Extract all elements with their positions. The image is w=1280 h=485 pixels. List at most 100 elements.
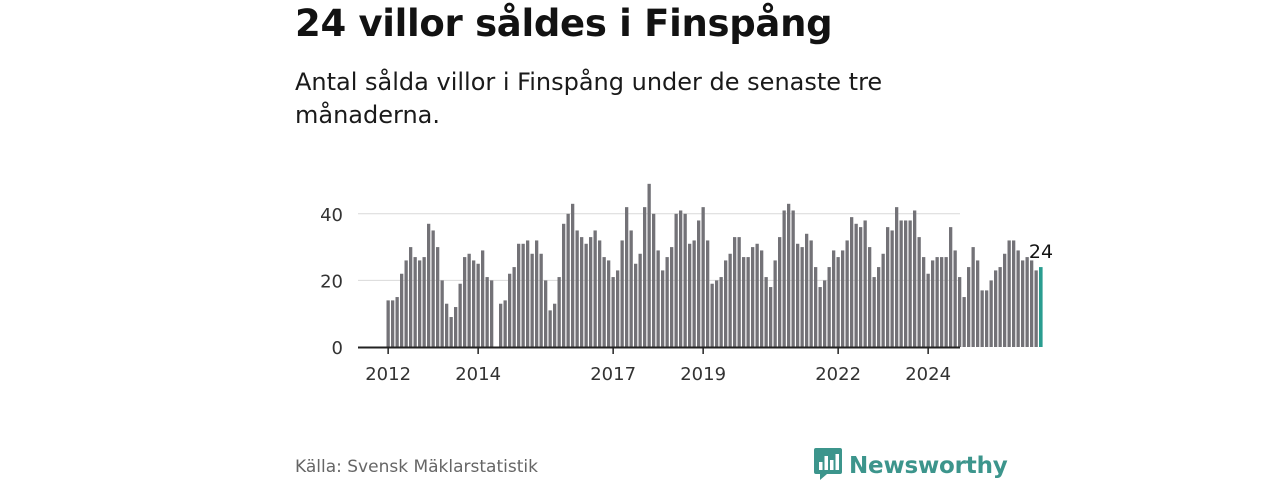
bar — [818, 287, 822, 347]
bar — [809, 240, 813, 347]
bar — [490, 280, 494, 347]
x-tick-label: 2019 — [680, 364, 726, 385]
bar — [616, 270, 620, 347]
bar — [1030, 260, 1034, 347]
bar — [620, 240, 624, 347]
bar — [940, 257, 944, 347]
bar — [598, 240, 602, 347]
bar — [769, 287, 773, 347]
bar — [467, 253, 471, 347]
bar — [449, 317, 453, 347]
bar — [953, 250, 957, 347]
bar — [931, 260, 935, 347]
bar — [661, 270, 665, 347]
bar — [827, 267, 831, 347]
bar-highlight — [1039, 267, 1043, 347]
bar — [764, 277, 768, 347]
bar — [751, 247, 755, 347]
bar — [476, 263, 480, 347]
bar — [625, 207, 629, 347]
bar — [877, 267, 881, 347]
bar — [1012, 240, 1016, 347]
bar — [863, 220, 867, 347]
bar — [679, 210, 683, 347]
bar — [985, 290, 989, 347]
y-tick-label: 0 — [332, 338, 343, 359]
bar — [1034, 270, 1038, 347]
bar — [773, 260, 777, 347]
bar — [1016, 250, 1020, 347]
bar — [688, 243, 692, 347]
y-tick-label: 20 — [320, 271, 343, 292]
bar — [593, 230, 597, 347]
bar — [836, 257, 840, 347]
brand-logo[interactable]: Newsworthy — [814, 447, 1008, 485]
bar — [710, 283, 714, 347]
x-tick-label: 2012 — [365, 364, 411, 385]
bar — [845, 240, 849, 347]
bar — [904, 220, 908, 347]
bar — [899, 220, 903, 347]
bar — [485, 277, 489, 347]
bar — [517, 243, 521, 347]
bar — [1021, 260, 1025, 347]
bar — [409, 247, 413, 347]
x-tick-label: 2014 — [455, 364, 501, 385]
bar — [580, 237, 584, 347]
bar — [647, 183, 651, 347]
bar — [719, 277, 723, 347]
bar — [544, 280, 548, 347]
bar — [566, 213, 570, 347]
bar — [778, 237, 782, 347]
bar — [422, 257, 426, 347]
bar — [994, 270, 998, 347]
bar — [503, 300, 507, 347]
bar — [530, 253, 534, 347]
bar — [463, 257, 467, 347]
bar — [436, 247, 440, 347]
bar — [917, 237, 921, 347]
bar — [611, 277, 615, 347]
bar — [850, 217, 854, 347]
bar — [791, 210, 795, 347]
x-tick-label: 2024 — [905, 364, 951, 385]
chart-subtitle: Antal sålda villor i Finspång under de s… — [295, 68, 883, 129]
bar — [454, 307, 458, 347]
bar — [512, 267, 516, 347]
bar — [760, 250, 764, 347]
bar — [998, 267, 1002, 347]
bar — [872, 277, 876, 347]
bar — [674, 213, 678, 347]
bar — [814, 267, 818, 347]
bar — [733, 237, 737, 347]
bar — [535, 240, 539, 347]
bar — [755, 243, 759, 347]
brand-name: Newsworthy — [849, 453, 1008, 479]
source-credit: Källa: Svensk Mäklarstatistik — [295, 457, 538, 477]
bar — [445, 303, 449, 347]
bar — [976, 260, 980, 347]
bar — [508, 273, 512, 347]
bar — [499, 303, 503, 347]
bar — [926, 273, 930, 347]
bar — [557, 277, 561, 347]
bar — [742, 257, 746, 347]
bar — [521, 243, 525, 347]
bar — [944, 257, 948, 347]
bar — [607, 260, 611, 347]
bar — [868, 247, 872, 347]
bar — [890, 230, 894, 347]
bar — [413, 257, 417, 347]
bar — [548, 310, 552, 347]
bar — [823, 280, 827, 347]
bar — [440, 280, 444, 347]
bar — [1003, 253, 1007, 347]
bar — [481, 250, 485, 347]
bar — [643, 207, 647, 347]
bar — [701, 207, 705, 347]
bar — [787, 203, 791, 347]
bar — [728, 253, 732, 347]
bar — [737, 237, 741, 347]
bar — [418, 260, 422, 347]
bar — [526, 240, 530, 347]
